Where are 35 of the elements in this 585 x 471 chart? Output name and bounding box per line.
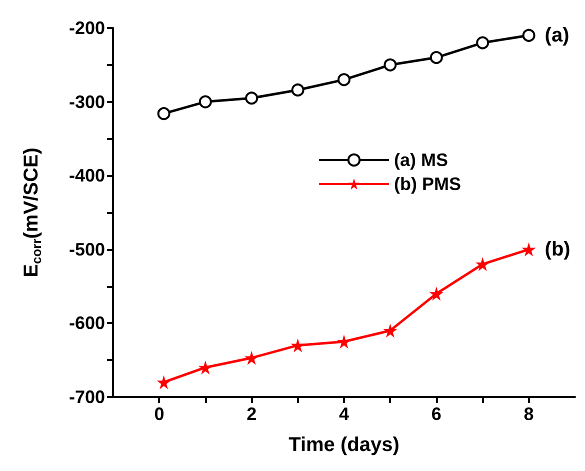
legend-label: (a) MS <box>394 150 448 170</box>
point <box>157 107 170 120</box>
x-tick-label: 2 <box>246 404 257 424</box>
point <box>430 51 443 64</box>
y-tick-label: -700 <box>68 387 105 407</box>
x-tick-label: 6 <box>431 404 442 424</box>
point <box>338 73 350 86</box>
point <box>245 92 258 105</box>
y-tick-label: -600 <box>68 313 105 334</box>
point <box>198 360 212 374</box>
point <box>522 28 536 42</box>
point <box>429 286 444 301</box>
point <box>476 36 490 50</box>
point <box>384 58 397 72</box>
point <box>522 242 536 256</box>
point <box>291 83 304 96</box>
y-tick-label: -500 <box>68 239 105 260</box>
x-tick-label: 4 <box>338 404 350 424</box>
point <box>156 375 171 390</box>
y-axis-title: Ecorr(mV/SCE) <box>20 148 44 278</box>
annotation: (b) <box>544 238 570 260</box>
y-tick-label: -400 <box>68 166 105 186</box>
point <box>476 257 490 272</box>
y-tick-label: -200 <box>68 18 105 38</box>
y-tick-label: -300 <box>68 92 105 112</box>
x-axis-title: Time (days) <box>288 434 400 456</box>
legend-label: (b) PMS <box>394 174 461 194</box>
point <box>198 95 212 108</box>
point <box>337 334 351 349</box>
point <box>383 324 398 338</box>
point <box>244 350 259 365</box>
point <box>290 338 305 352</box>
annotation: (a) <box>544 24 570 46</box>
x-tick-label: 8 <box>524 404 534 424</box>
x-tick-label: 0 <box>154 404 164 424</box>
